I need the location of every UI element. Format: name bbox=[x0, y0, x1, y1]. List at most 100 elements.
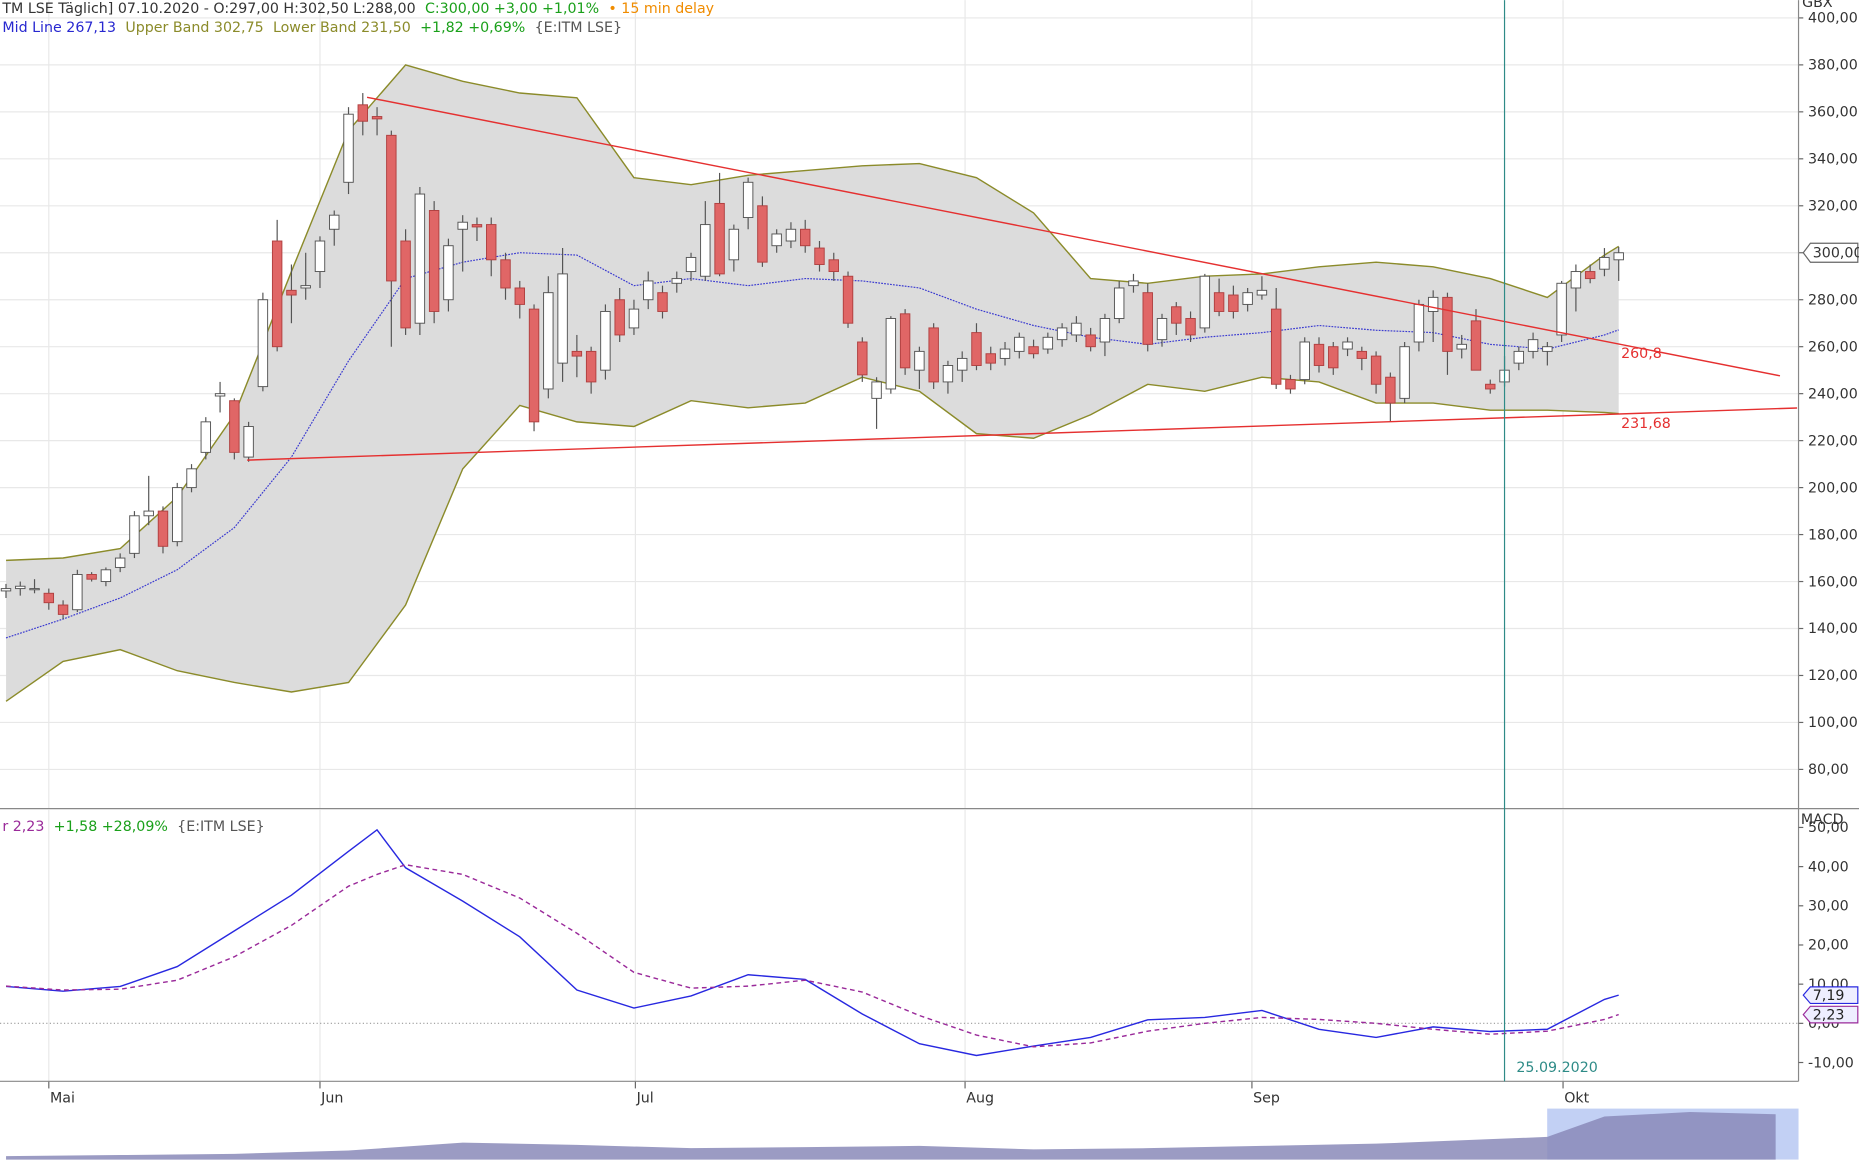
x-tick-label: Jun bbox=[320, 1091, 343, 1107]
candle-body bbox=[1285, 379, 1296, 390]
candle-body bbox=[742, 181, 754, 219]
candle-body bbox=[1427, 296, 1439, 312]
macd-change: +1,58 +28,09% bbox=[54, 819, 168, 835]
candle-body bbox=[1542, 346, 1553, 352]
candle-body bbox=[585, 350, 597, 383]
candle-body bbox=[1056, 327, 1068, 341]
candle-body bbox=[143, 510, 154, 517]
candle-body bbox=[286, 289, 297, 296]
candle-body bbox=[1470, 320, 1482, 371]
candle-body bbox=[72, 574, 83, 611]
candle-body bbox=[785, 228, 797, 242]
y-tick-label: 30,00 bbox=[1808, 899, 1849, 915]
value-tag-label: 2,23 bbox=[1813, 1007, 1845, 1023]
candle-body bbox=[1584, 271, 1596, 280]
candle-body bbox=[57, 604, 69, 615]
candle-body bbox=[528, 308, 540, 423]
macd-header: r 2,23 +1,58 +28,09% {E:ITM LSE} bbox=[2, 819, 264, 835]
candle-body bbox=[1299, 341, 1310, 381]
price-tag-label: 300,00 bbox=[1813, 245, 1859, 261]
y-tick-label: 40,00 bbox=[1808, 859, 1849, 875]
candle-body bbox=[942, 365, 954, 383]
y-tick-label: 400,00 bbox=[1808, 11, 1858, 27]
candle-body bbox=[1171, 306, 1182, 324]
price-tag bbox=[1802, 242, 1859, 263]
y-tick-label: 120,00 bbox=[1808, 668, 1858, 684]
y-tick-label: 160,00 bbox=[1808, 574, 1858, 590]
trend-label: 231,68 bbox=[1621, 416, 1671, 432]
trend-label: 260,8 bbox=[1621, 346, 1662, 362]
macd-line bbox=[5, 863, 1619, 1048]
source: {E:ITM LSE} bbox=[535, 20, 622, 36]
value-tag bbox=[1802, 986, 1859, 1005]
candle-body bbox=[685, 256, 697, 273]
candle-body bbox=[129, 515, 140, 554]
y-tick-label: 240,00 bbox=[1808, 386, 1858, 402]
candle-body bbox=[1242, 292, 1253, 305]
candle-body bbox=[614, 299, 625, 336]
y-tick-label: 380,00 bbox=[1808, 58, 1858, 74]
trend-line bbox=[366, 96, 1781, 377]
candle-body bbox=[457, 221, 468, 230]
candle-body bbox=[15, 585, 26, 590]
macd-value: r 2,23 bbox=[2, 819, 44, 835]
candle-body bbox=[443, 245, 454, 301]
candle-body bbox=[1356, 350, 1368, 359]
candle-body bbox=[914, 350, 925, 371]
candle-body bbox=[771, 233, 782, 247]
candle-body bbox=[1513, 350, 1525, 364]
candle-body bbox=[600, 310, 611, 371]
y-tick-label: 280,00 bbox=[1808, 292, 1858, 308]
candle-body bbox=[1213, 292, 1225, 312]
band-change: +1,82 +0,69% bbox=[420, 20, 525, 36]
candle-body bbox=[1385, 376, 1396, 404]
candle-body bbox=[329, 214, 340, 230]
x-tick-label: Okt bbox=[1564, 1091, 1589, 1107]
y-tick-label: 140,00 bbox=[1808, 621, 1858, 637]
candle-body bbox=[43, 592, 55, 604]
x-tick-label: Sep bbox=[1253, 1091, 1280, 1107]
candle-body bbox=[814, 247, 825, 265]
date-marker-label: 25.09.2020 bbox=[1516, 1060, 1597, 1076]
candle-body bbox=[400, 240, 411, 329]
candle-body bbox=[86, 574, 97, 580]
y-tick-label: 20,00 bbox=[1808, 938, 1849, 954]
candle-body bbox=[628, 308, 640, 329]
value-tag-label: 7,19 bbox=[1813, 988, 1845, 1004]
symbol: TM LSE Täglich] 07.10.2020 - O:297,00 H:… bbox=[1, 1, 415, 17]
candle-body bbox=[157, 510, 169, 547]
candle-body bbox=[1128, 280, 1139, 287]
change: C:300,00 +3,00 +1,01% bbox=[425, 1, 599, 17]
y-tick-label: 360,00 bbox=[1808, 105, 1858, 121]
candle-body bbox=[928, 327, 939, 383]
candle-body bbox=[1071, 322, 1082, 336]
candle-body bbox=[1527, 339, 1539, 352]
candle-body bbox=[799, 228, 811, 247]
candle-body bbox=[842, 275, 854, 324]
candle-body bbox=[1270, 308, 1282, 385]
candle-body bbox=[1113, 287, 1125, 319]
candle-body bbox=[1599, 256, 1610, 270]
y-axis-label: MACD bbox=[1801, 812, 1844, 828]
y-tick-label: 220,00 bbox=[1808, 433, 1858, 449]
candle-body bbox=[371, 116, 383, 120]
delay: • 15 min delay bbox=[608, 1, 714, 17]
candle-body bbox=[885, 318, 897, 390]
candle-body bbox=[714, 202, 725, 275]
candle-body bbox=[1370, 355, 1382, 385]
candle-body bbox=[200, 421, 212, 453]
y-axis-label: GBX bbox=[1802, 0, 1833, 11]
candle-body bbox=[29, 588, 40, 591]
candle-body bbox=[471, 224, 483, 228]
lower-band: Lower Band 231,50 bbox=[273, 20, 411, 36]
y-tick-label: 50,00 bbox=[1808, 820, 1849, 836]
candle-body bbox=[100, 569, 112, 583]
candle-body bbox=[857, 341, 868, 376]
candle-body bbox=[543, 292, 554, 390]
candle-body bbox=[757, 205, 768, 263]
candle-body bbox=[271, 240, 283, 348]
candle-body bbox=[1185, 318, 1196, 336]
band-header: Mid Line 267,13 Upper Band 302,75 Lower … bbox=[2, 20, 622, 36]
